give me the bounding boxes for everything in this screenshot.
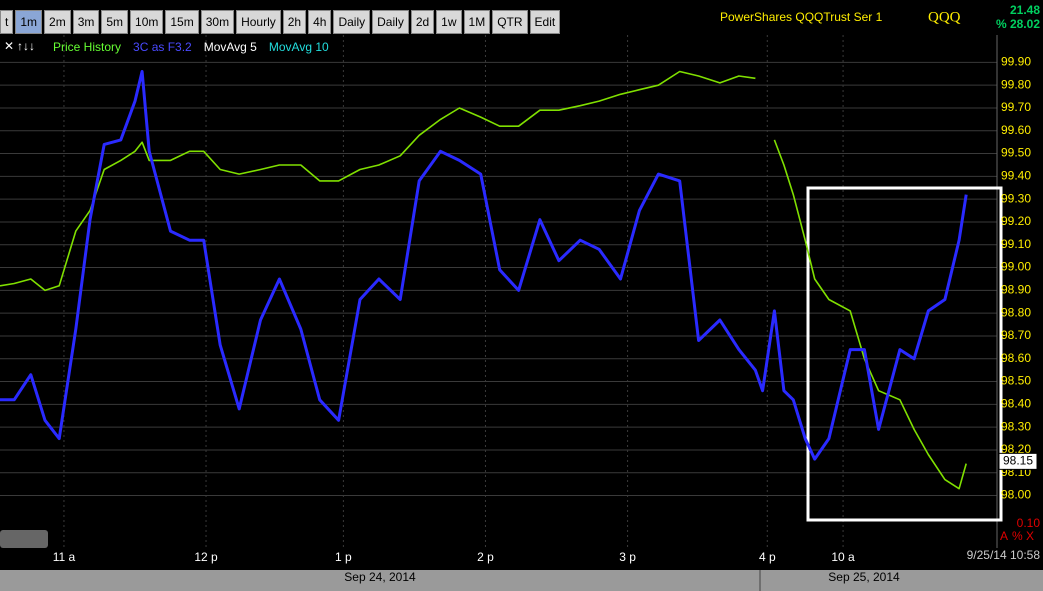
date-label: Sep 24, 2014: [344, 570, 416, 584]
y-tick-label: 98.00: [1001, 488, 1031, 502]
corner-btn[interactable]: %: [1012, 529, 1023, 543]
y-tick-label: 98.60: [1001, 351, 1031, 365]
y-tick-label: 98.50: [1001, 374, 1031, 388]
timeframe-button[interactable]: 3m: [72, 10, 100, 34]
scale-step: 0.10: [1017, 516, 1041, 530]
y-tick-label: 98.20: [1001, 442, 1031, 456]
timeframe-button[interactable]: 4h: [308, 10, 332, 34]
y-tick-label: 99.60: [1001, 123, 1031, 137]
timeframe-button[interactable]: 1M: [463, 10, 491, 34]
timeframe-button[interactable]: Hourly: [236, 10, 281, 34]
date-bar: [0, 570, 1043, 591]
timeframe-button[interactable]: 30m: [200, 10, 235, 34]
timeframe-button[interactable]: 2m: [44, 10, 71, 34]
legend-entry: 3C as F3.2: [133, 40, 192, 54]
corner-btn[interactable]: A: [1000, 529, 1008, 543]
y-tick-label: 98.40: [1001, 397, 1031, 411]
series-line: [0, 70, 967, 490]
plot: [0, 35, 998, 548]
timestamp: 9/25/14 10:58: [967, 548, 1041, 562]
legend-icon[interactable]: ✕: [4, 39, 14, 53]
toolbar: t 1m 2m 3m 5m 10m 15m 30m Hourly 2h 4h Daily Daily 2d…: [0, 10, 561, 34]
x-tick-label: 4 p: [759, 550, 776, 564]
x-tick-label: 2 p: [477, 550, 494, 564]
series-line: [0, 70, 968, 461]
date-label: Sep 25, 2014: [828, 570, 900, 584]
x-tick-label: 10 a: [831, 550, 855, 564]
y-tick-label: 99.00: [1001, 260, 1031, 274]
x-tick-label: 11 a: [53, 550, 76, 564]
y-tick-label: 98.90: [1001, 283, 1031, 297]
timeframe-button[interactable]: 1m: [15, 10, 43, 34]
y-tick-label: 99.90: [1001, 55, 1031, 69]
y-tick-label: 99.20: [1001, 214, 1031, 228]
y-tick-label: 99.70: [1001, 100, 1031, 114]
timeframe-button[interactable]: Edit: [529, 10, 561, 34]
last-price-label: 98.15: [1003, 454, 1033, 468]
y-tick-label: 99.50: [1001, 146, 1031, 160]
timeframe-button[interactable]: Daily: [333, 10, 371, 34]
timeframe-button[interactable]: 15m: [165, 10, 199, 34]
y-tick-label: 98.70: [1001, 328, 1031, 342]
symbol: QQQ: [928, 9, 961, 25]
y-tick-label: 99.80: [1001, 77, 1031, 91]
y-tick-label: 99.40: [1001, 169, 1031, 183]
timeframe-button[interactable]: 10m: [130, 10, 164, 34]
timeframe-button[interactable]: t: [0, 10, 14, 34]
timeframe-button[interactable]: 1w: [436, 10, 462, 34]
timeframe-button[interactable]: 5m: [101, 10, 129, 34]
legend-entry: MovAvg 10: [269, 40, 329, 54]
y-tick-label: 99.30: [1001, 191, 1031, 205]
highlight-box: [806, 186, 1003, 522]
x-tick-label: 3 p: [619, 550, 636, 564]
timeframe-button[interactable]: QTR: [492, 10, 528, 34]
legend-entry: Price History: [53, 40, 121, 54]
stat-bottom: % 28.02: [996, 17, 1040, 31]
x-tick-label: 1 p: [335, 550, 352, 564]
y-tick-label: 99.10: [1001, 237, 1031, 251]
legend-entry: MovAvg 5: [204, 40, 257, 54]
timeframe-button[interactable]: 2d: [410, 10, 435, 34]
corner-btn[interactable]: X: [1026, 529, 1034, 543]
y-tick-label: 98.80: [1001, 305, 1031, 319]
timeframe-button[interactable]: Daily: [372, 10, 409, 34]
stat-top: 21.48: [1010, 3, 1040, 17]
instrument-title: PowerShares QQQTrust Ser 1: [720, 10, 883, 24]
timeframe-button[interactable]: 2h: [282, 10, 307, 34]
legend-icons: ✕ ↑↓↓: [4, 39, 35, 53]
x-tick-label: 12 p: [194, 550, 218, 564]
last-price-box: [998, 452, 1038, 470]
y-tick-label: 98.30: [1001, 419, 1031, 433]
legend-icon[interactable]: ↑↓↓: [17, 39, 35, 53]
scroll-handle[interactable]: [0, 530, 48, 548]
